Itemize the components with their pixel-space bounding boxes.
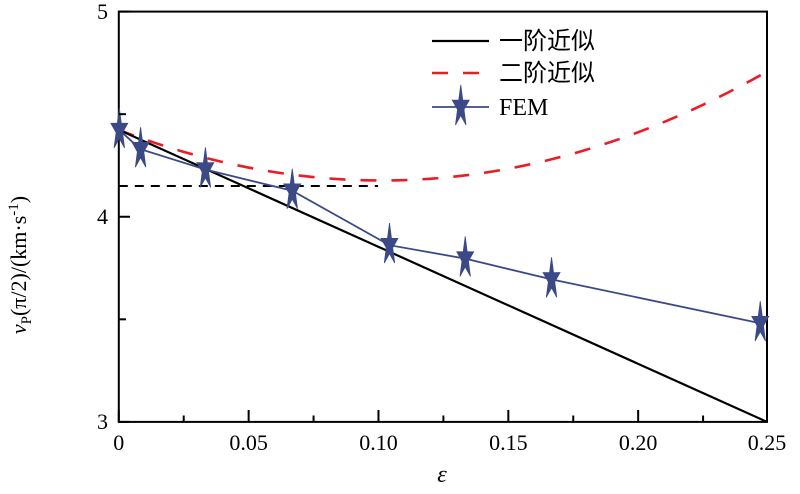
svg-text:0.20: 0.20 [619,430,658,455]
svg-text:5: 5 [97,0,108,24]
svg-text:ε: ε [437,462,447,488]
svg-text:0: 0 [113,430,124,455]
svg-text:二阶近似: 二阶近似 [499,60,595,87]
svg-text:0.05: 0.05 [229,430,268,455]
svg-text:vP(π/2)/(km·s-1): vP(π/2)/(km·s-1) [6,196,35,334]
svg-text:0.25: 0.25 [748,430,787,455]
svg-text:0.10: 0.10 [359,430,398,455]
svg-text:4: 4 [97,204,108,229]
svg-text:3: 3 [97,409,108,434]
svg-text:一阶近似: 一阶近似 [499,28,595,55]
svg-text:FEM: FEM [499,95,548,121]
svg-text:0.15: 0.15 [489,430,528,455]
